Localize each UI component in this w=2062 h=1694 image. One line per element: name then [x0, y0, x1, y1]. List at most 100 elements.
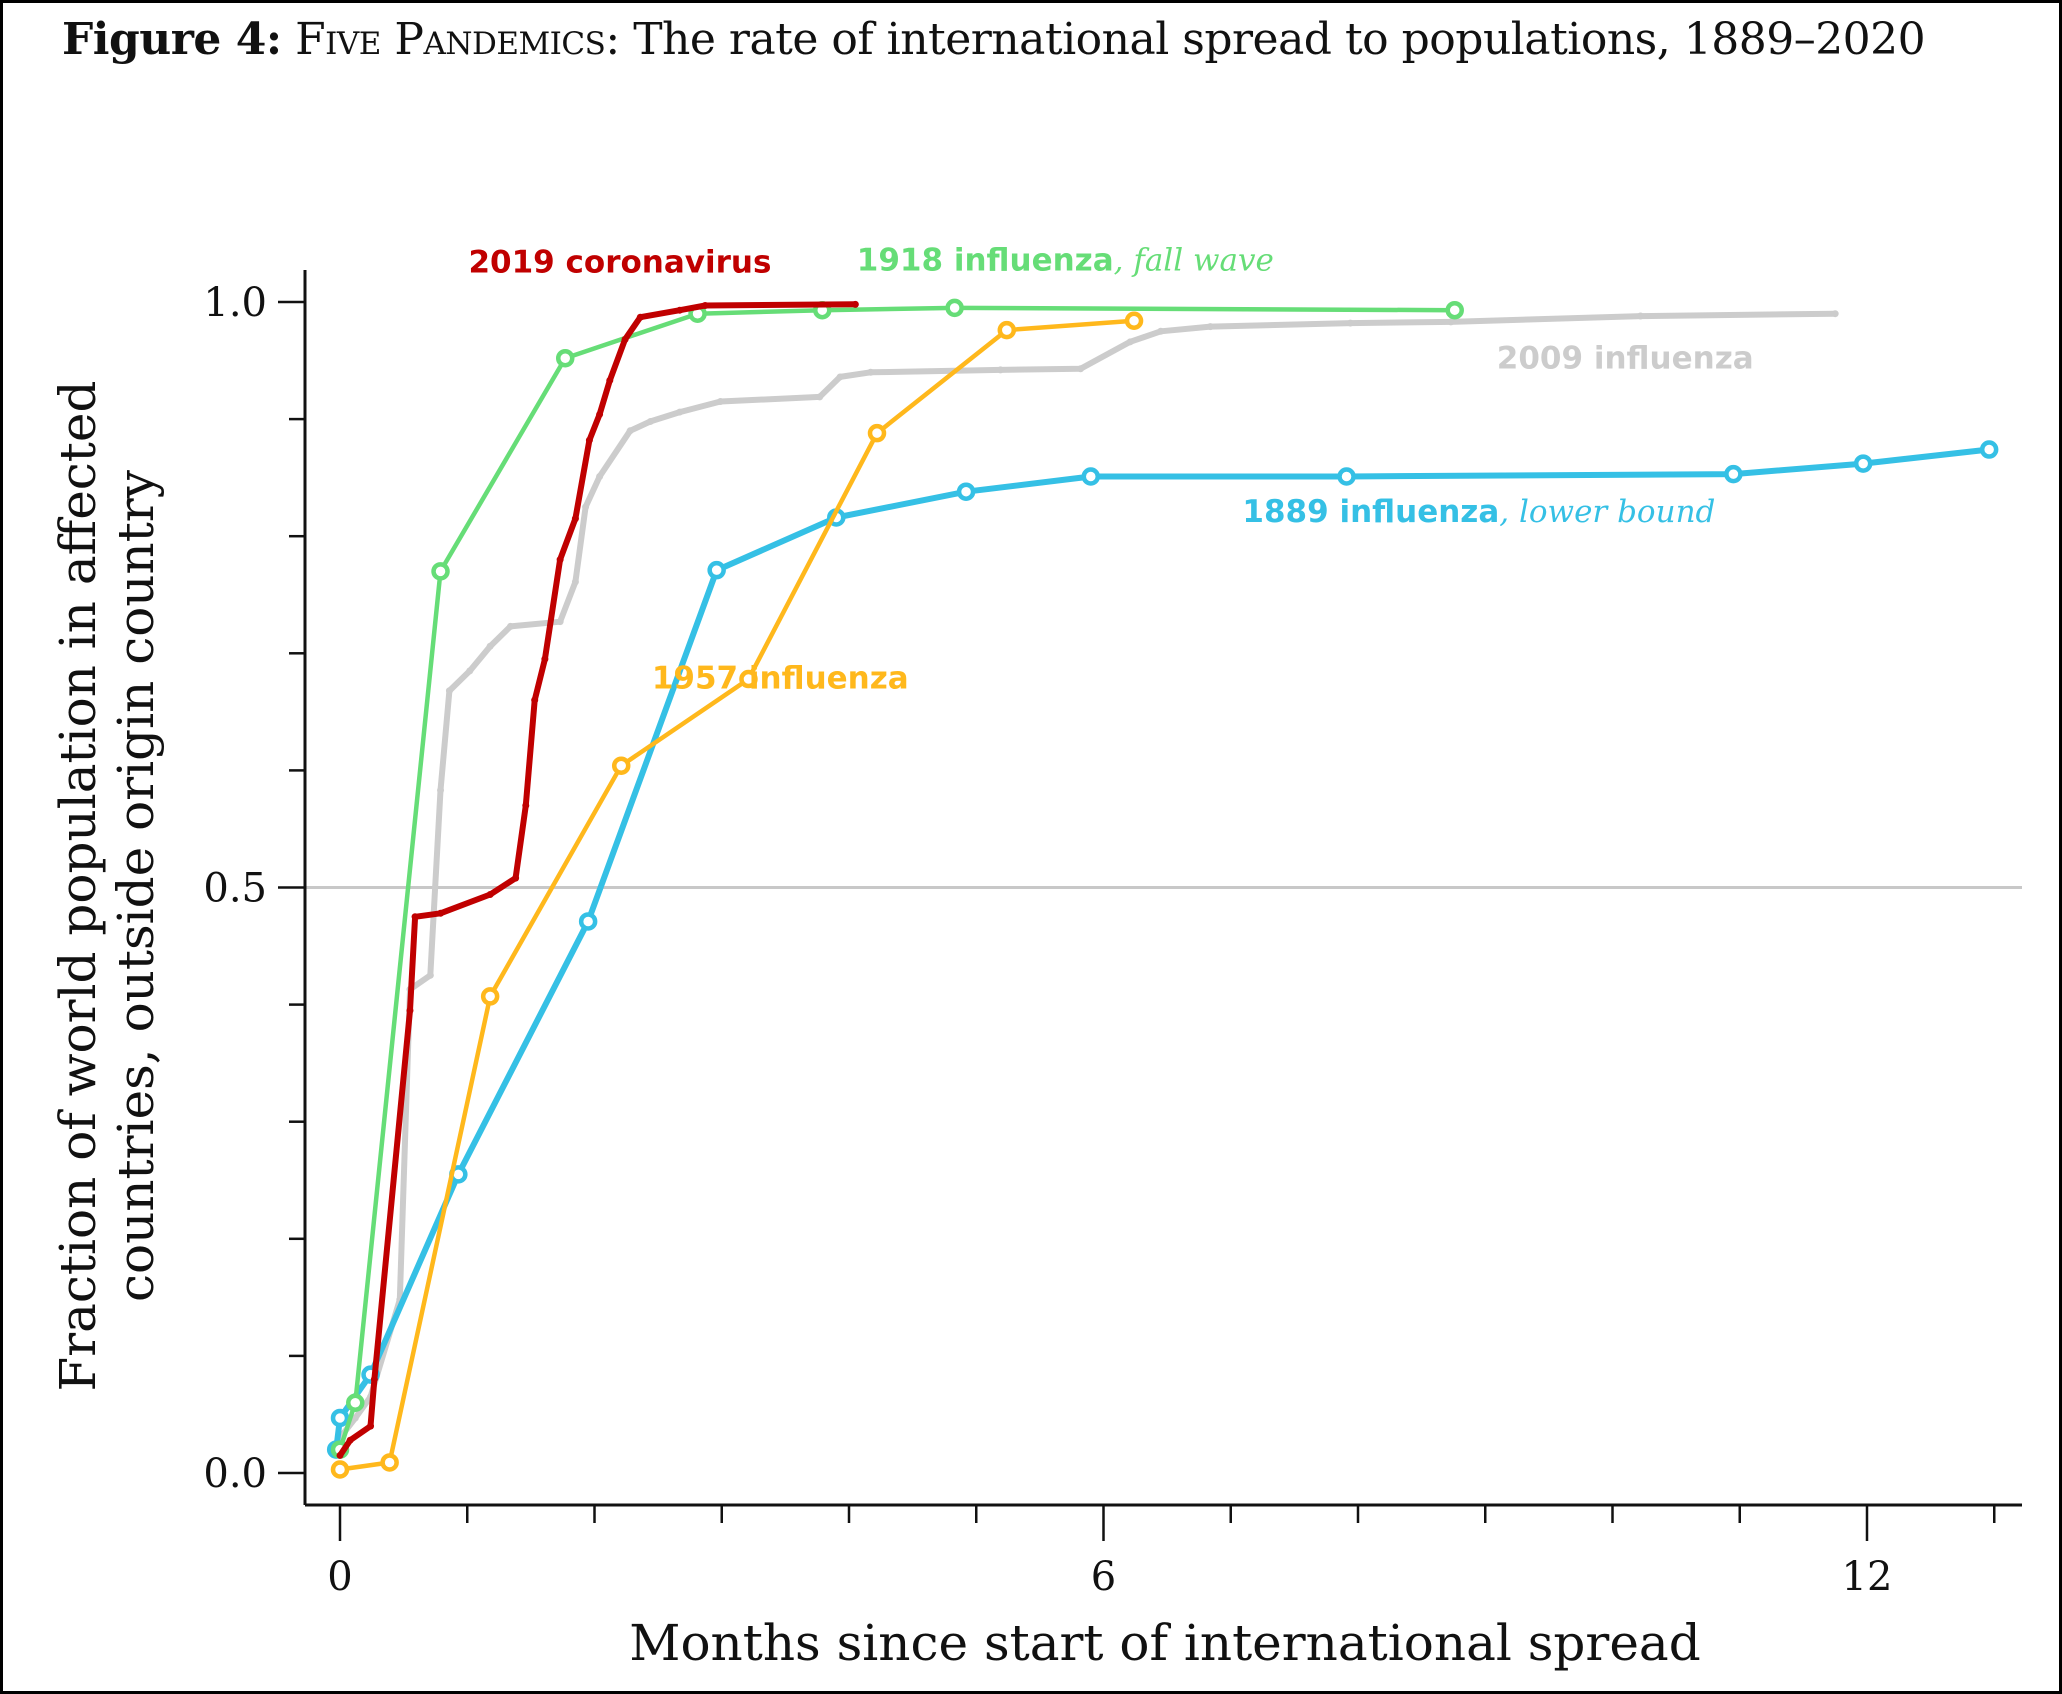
- data-point-2019: [556, 556, 564, 564]
- data-point-2009: [437, 786, 445, 794]
- series-label-2019: 2019 coronavirus: [468, 245, 771, 281]
- data-point-2019: [621, 335, 629, 343]
- data-point-2009: [426, 971, 434, 979]
- data-point-2009: [351, 1414, 359, 1422]
- data-point-1889: [330, 1408, 350, 1428]
- data-point-2009: [867, 368, 875, 376]
- y-tick-label: 0.5: [203, 866, 267, 912]
- series-label-name: 1889 influenza: [1242, 494, 1499, 530]
- data-point-1918: [1445, 300, 1464, 320]
- series-label-name: 1957 influenza: [652, 660, 909, 696]
- y-axis-label-line-2: countries, outside origin country: [107, 469, 165, 1302]
- data-point-1957: [739, 669, 758, 689]
- data-point-1918: [945, 298, 964, 318]
- data-point-2019: [531, 696, 539, 704]
- series-label-1957: 1957 influenza: [652, 660, 909, 696]
- series-label-qualifier: , lower bound: [1499, 494, 1715, 530]
- data-point-2009: [1126, 338, 1134, 346]
- series-1889: [326, 440, 1999, 1459]
- data-point-2019: [437, 909, 445, 917]
- data-point-2019: [596, 410, 604, 418]
- series-label-2009: 2009 influenza: [1497, 341, 1754, 377]
- data-point-2009: [1636, 312, 1644, 320]
- series-line-1918: [337, 305, 1457, 1452]
- data-point-1889: [707, 560, 726, 580]
- data-point-2019: [406, 1006, 414, 1014]
- x-axis-label: Months since start of international spre…: [629, 1614, 1700, 1672]
- series-label-qualifier: , fall wave: [1114, 242, 1274, 278]
- series-label-name: 2009 influenza: [1497, 341, 1754, 377]
- data-point-2009: [626, 427, 634, 435]
- data-point-2009: [716, 398, 724, 406]
- data-point-1957: [480, 987, 500, 1006]
- x-tick-label: 0: [327, 1554, 352, 1600]
- data-point-1889: [1979, 440, 1999, 459]
- data-point-2019: [585, 436, 593, 444]
- data-point-1957: [1124, 311, 1144, 330]
- data-point-2009: [836, 373, 844, 381]
- data-point-2019: [346, 1436, 354, 1444]
- series-line-1957: [337, 318, 1137, 1472]
- data-point-2019: [367, 1422, 375, 1430]
- data-point-2019: [676, 306, 684, 314]
- data-point-2019: [851, 300, 859, 308]
- data-point-2019: [606, 376, 614, 384]
- data-point-2009: [816, 393, 824, 401]
- data-point-2019: [336, 1451, 344, 1459]
- data-point-2009: [996, 366, 1004, 374]
- series-label-name: 1918 influenza: [857, 242, 1114, 278]
- data-point-2009: [1077, 365, 1085, 373]
- data-point-2009: [571, 578, 579, 586]
- y-tick-label: 1.0: [203, 280, 267, 326]
- data-point-1889: [1853, 454, 1873, 473]
- figure-title: Figure 4: Five Pandemics: The rate of in…: [62, 14, 1926, 65]
- series-line-1889: [333, 446, 1993, 1453]
- data-point-1889: [1081, 467, 1101, 486]
- x-tick-label: 12: [1842, 1554, 1893, 1600]
- data-point-1889: [1337, 467, 1356, 486]
- data-point-2009: [1831, 310, 1839, 318]
- series-label-1889: 1889 influenza, lower bound: [1242, 494, 1715, 530]
- figure-name: Five Pandemics: [295, 14, 606, 65]
- data-point-2019: [411, 913, 419, 921]
- data-point-2019: [571, 515, 579, 523]
- data-point-2009: [556, 618, 564, 626]
- data-point-1957: [867, 423, 887, 443]
- x-tick-label: 6: [1091, 1554, 1116, 1600]
- figure-title-rest: : The rate of international spread to po…: [605, 14, 1926, 65]
- data-point-2019: [512, 874, 520, 882]
- data-point-2009: [1157, 327, 1165, 335]
- data-point-2009: [1206, 323, 1214, 331]
- data-point-1957: [380, 1453, 399, 1472]
- data-point-2019: [701, 302, 709, 310]
- data-point-1918: [346, 1393, 365, 1412]
- data-point-2019: [541, 655, 549, 663]
- data-point-2009: [596, 472, 604, 480]
- data-point-2009: [445, 687, 453, 695]
- data-point-2009: [676, 408, 684, 416]
- data-point-1889: [578, 912, 598, 931]
- data-point-2019: [370, 1375, 378, 1383]
- data-point-2009: [646, 417, 654, 425]
- data-point-2009: [582, 503, 590, 511]
- data-point-1889: [956, 482, 976, 501]
- data-point-2009: [466, 667, 474, 675]
- data-point-2009: [486, 642, 494, 650]
- data-point-2009: [507, 622, 515, 630]
- data-point-2009: [1447, 318, 1455, 326]
- data-point-1957: [997, 320, 1017, 340]
- figure-label: Figure 4:: [62, 14, 282, 65]
- y-tick-label: 0.0: [203, 1451, 267, 1497]
- data-point-1918: [555, 348, 575, 368]
- data-point-2019: [636, 313, 644, 321]
- data-point-1957: [611, 756, 631, 775]
- series-line-2019: [337, 301, 859, 1459]
- series-label-name: 2019 coronavirus: [468, 245, 771, 281]
- data-point-1918: [431, 562, 450, 581]
- data-point-1957: [330, 1460, 350, 1479]
- series-2019: [336, 300, 859, 1459]
- series-label-1918: 1918 influenza, fall wave: [857, 242, 1274, 278]
- data-point-2019: [486, 891, 494, 899]
